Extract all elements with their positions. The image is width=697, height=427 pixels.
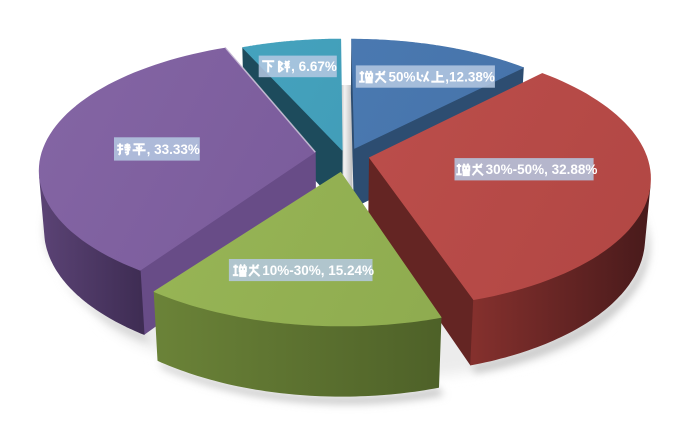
svg-text:, 33.33%: , 33.33% [147, 142, 200, 157]
svg-text:,12.38%: ,12.38% [445, 69, 495, 84]
svg-text:50%: 50% [389, 69, 416, 84]
svg-text:10%-30%, 15.24%: 10%-30%, 15.24% [262, 263, 374, 278]
svg-text:30%-50%, 32.88%: 30%-50%, 32.88% [486, 162, 598, 177]
svg-text:, 6.67%: , 6.67% [291, 59, 337, 74]
